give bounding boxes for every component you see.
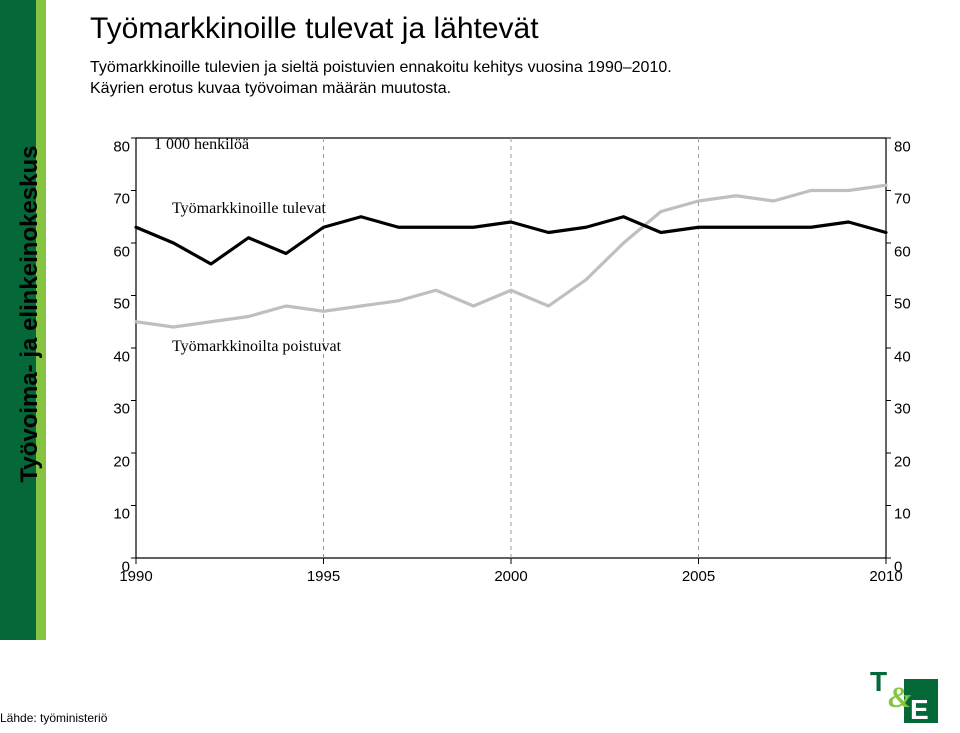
y-tick-right: 20 xyxy=(894,453,922,470)
source-footer: Lähde: työministeriö xyxy=(0,711,107,725)
chart-unit-label: 1 000 henkilöä xyxy=(154,136,249,154)
y-tick-right: 30 xyxy=(894,401,922,418)
y-tick-right: 80 xyxy=(894,138,922,155)
page-title: Työmarkkinoille tulevat ja lähtevät xyxy=(90,12,940,46)
y-tick-right: 40 xyxy=(894,348,922,365)
x-tick: 1995 xyxy=(307,568,340,585)
y-tick-right: 50 xyxy=(894,296,922,313)
main-content: Työmarkkinoille tulevat ja lähtevät Työm… xyxy=(90,12,940,598)
svg-text:T: T xyxy=(870,666,887,697)
y-tick-left: 40 xyxy=(102,348,130,365)
series-label-tulevat: Työmarkkinoille tulevat xyxy=(172,200,326,218)
x-tick: 2005 xyxy=(682,568,715,585)
svg-text:&: & xyxy=(888,681,911,714)
svg-text:E: E xyxy=(910,694,929,725)
page-subtitle: Työmarkkinoille tulevien ja sieltä poist… xyxy=(90,58,940,100)
y-tick-left: 70 xyxy=(102,191,130,208)
y-tick-right: 70 xyxy=(894,191,922,208)
y-tick-right: 10 xyxy=(894,506,922,523)
x-tick: 2000 xyxy=(494,568,527,585)
chart-container: 01020304050607080 01020304050607080 1990… xyxy=(96,118,916,598)
y-tick-left: 30 xyxy=(102,401,130,418)
series-label-poistuvat: Työmarkkinoilta poistuvat xyxy=(172,338,341,356)
subtitle-line1: Työmarkkinoille tulevien ja sieltä poist… xyxy=(90,59,672,76)
te-logo: T E & xyxy=(868,665,942,725)
sidebar-label: Työvoima- ja elinkeinokeskus xyxy=(16,64,44,564)
y-tick-left: 10 xyxy=(102,506,130,523)
y-tick-right: 60 xyxy=(894,243,922,260)
x-tick: 2010 xyxy=(869,568,902,585)
y-tick-left: 60 xyxy=(102,243,130,260)
subtitle-line2: Käyrien erotus kuvaa työvoiman määrän mu… xyxy=(90,80,451,97)
y-tick-left: 20 xyxy=(102,453,130,470)
y-tick-left: 50 xyxy=(102,296,130,313)
x-tick: 1990 xyxy=(119,568,152,585)
y-tick-left: 80 xyxy=(102,138,130,155)
